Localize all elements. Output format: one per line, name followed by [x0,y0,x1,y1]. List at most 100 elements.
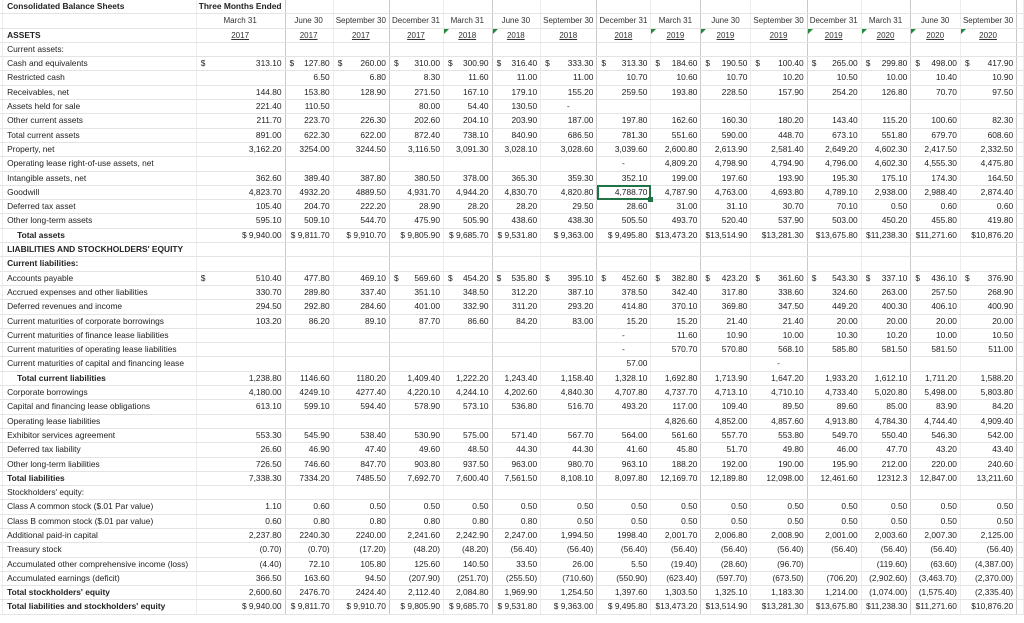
value-cell[interactable]: (28.60) [700,557,752,572]
value-cell[interactable]: 516.70 [540,399,598,415]
value-cell[interactable]: $10,876.20 [960,599,1018,615]
value-cell[interactable]: - [750,356,808,372]
value-cell[interactable]: 28.60 [596,199,652,215]
value-cell[interactable]: 72.10 [285,557,334,572]
value-cell[interactable]: (56.40) [807,542,862,558]
value-cell[interactable]: $361.60 [750,271,808,286]
value-cell[interactable]: 51.70 [700,442,752,458]
value-cell[interactable] [443,256,493,272]
value-cell[interactable]: 438.30 [540,213,598,229]
value-cell[interactable]: 130.50 [492,99,542,115]
value-cell[interactable]: 45.80 [650,442,702,458]
value-cell[interactable]: 0.50 [540,499,598,515]
value-cell[interactable]: $ 9,685.70 [443,228,493,244]
value-cell[interactable]: 7,561.50 [492,471,542,487]
value-cell[interactable]: 503.00 [807,213,862,229]
value-cell[interactable]: 187.00 [540,113,598,129]
value-cell[interactable]: 10.70 [596,70,652,86]
value-cell[interactable]: 338.60 [750,285,808,301]
value-cell[interactable]: 3,039.60 [596,142,652,158]
value-cell[interactable]: (550.90) [596,571,652,587]
value-cell[interactable]: 29.50 [540,199,598,215]
value-cell[interactable]: 4,244.10 [443,385,493,401]
value-cell[interactable] [492,242,542,258]
value-cell[interactable]: 2,008.90 [750,528,808,544]
value-cell[interactable]: 5.50 [596,557,652,572]
value-cell[interactable] [650,485,702,501]
value-cell[interactable]: 2,581.40 [750,142,808,158]
value-cell[interactable] [333,156,390,172]
value-cell[interactable]: 4,784.30 [861,414,912,429]
value-cell[interactable]: 7,692.70 [389,471,445,487]
value-cell[interactable]: 937.50 [443,457,493,472]
value-cell[interactable]: 0.80 [389,514,445,529]
value-cell[interactable]: 54.40 [443,99,493,115]
value-cell[interactable] [389,342,445,358]
value-cell[interactable]: 570.70 [650,342,702,358]
empty-cell[interactable] [1016,328,1024,344]
value-cell[interactable]: 337.40 [333,285,390,301]
value-cell[interactable]: $265.00 [807,56,862,72]
value-cell[interactable] [443,342,493,358]
value-cell[interactable]: 387.80 [333,171,390,186]
value-cell[interactable]: 352.10 [596,171,652,186]
empty-cell[interactable] [1016,414,1024,429]
value-cell[interactable]: 162.60 [650,113,702,129]
value-cell[interactable]: 0.50 [333,499,390,515]
value-cell[interactable]: 570.80 [700,342,752,358]
value-cell[interactable] [540,342,598,358]
value-cell[interactable]: 228.50 [700,85,752,101]
value-cell[interactable]: 332.90 [443,299,493,315]
value-cell[interactable]: 44.30 [492,442,542,458]
value-cell[interactable]: 86.20 [285,314,334,329]
value-cell[interactable]: $395.10 [540,271,598,286]
value-cell[interactable]: 271.50 [389,85,445,101]
value-cell[interactable]: 546.30 [910,428,961,444]
value-cell[interactable] [196,156,286,172]
empty-cell[interactable] [1016,385,1024,401]
value-cell[interactable]: $11,238.30 [861,599,912,615]
value-cell[interactable]: 83.90 [910,399,961,415]
value-cell[interactable]: 1,692.80 [650,371,702,387]
value-cell[interactable]: 263.00 [861,285,912,301]
value-cell[interactable] [700,42,752,58]
value-cell[interactable]: 4,710.10 [750,385,808,401]
value-cell[interactable]: 4,931.70 [389,185,445,201]
value-cell[interactable] [285,414,334,429]
value-cell[interactable]: 330.70 [196,285,286,301]
empty-cell[interactable] [1016,142,1024,158]
value-cell[interactable]: 31.00 [650,199,702,215]
cell[interactable] [540,0,598,15]
value-cell[interactable] [596,99,652,115]
value-cell[interactable]: 493.20 [596,399,652,415]
value-cell[interactable]: 240.60 [960,457,1018,472]
column-year-header[interactable]: 2019 [650,28,702,43]
value-cell[interactable]: 1,238.80 [196,371,286,387]
column-year-header[interactable]: 2017 [285,28,334,43]
value-cell[interactable] [960,256,1018,272]
value-cell[interactable]: 317.80 [700,285,752,301]
value-cell[interactable] [861,485,912,501]
empty-cell[interactable] [1016,85,1024,101]
value-cell[interactable] [650,42,702,58]
value-cell[interactable]: 0.80 [492,514,542,529]
value-cell[interactable]: 4,913.80 [807,414,862,429]
value-cell[interactable]: 311.20 [492,299,542,315]
empty-cell[interactable] [1016,514,1024,529]
empty-cell[interactable] [1016,314,1024,329]
value-cell[interactable] [389,242,445,258]
value-cell[interactable]: 115.20 [861,113,912,129]
value-cell[interactable]: 622.30 [285,128,334,143]
value-cell[interactable]: 30.70 [750,199,808,215]
value-cell[interactable]: $13,473.20 [650,599,702,615]
value-cell[interactable]: 4,602.30 [861,156,912,172]
value-cell[interactable] [540,256,598,272]
column-date-header[interactable]: December 31 [389,13,445,29]
value-cell[interactable]: $13,675.80 [807,599,862,615]
value-cell[interactable]: 84.20 [492,314,542,329]
value-cell[interactable] [700,99,752,115]
value-cell[interactable] [960,242,1018,258]
value-cell[interactable]: $ 9,531.80 [492,228,542,244]
value-cell[interactable] [389,328,445,344]
cell[interactable] [910,0,961,15]
